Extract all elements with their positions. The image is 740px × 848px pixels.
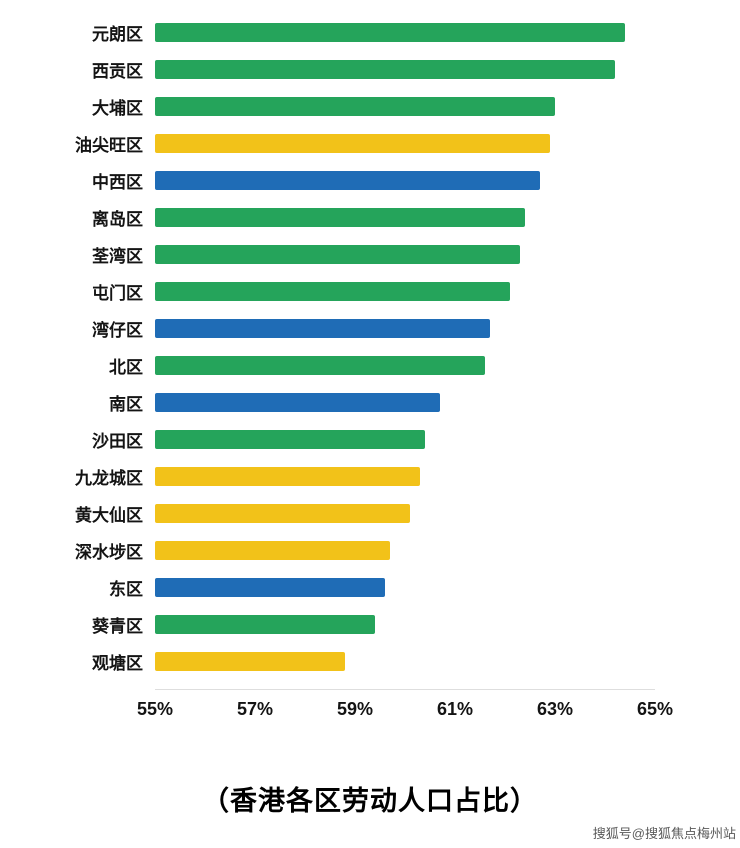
bar <box>155 578 385 597</box>
category-label: 九龙城区 <box>75 469 143 488</box>
x-tick-label: 57% <box>236 699 274 719</box>
x-tick-label: 59% <box>336 699 374 719</box>
bar-track <box>155 430 655 449</box>
category-label: 观塘区 <box>92 654 143 673</box>
chart-row: 屯门区 <box>0 273 740 310</box>
bar-track <box>155 615 655 634</box>
chart-title: （香港各区劳动人口占比） <box>202 786 538 816</box>
chart-row: 葵青区 <box>0 606 740 643</box>
bar <box>155 245 520 264</box>
category-label: 元朗区 <box>92 25 143 44</box>
x-tick-label: 63% <box>536 699 574 719</box>
bar-track <box>155 245 655 264</box>
bar <box>155 23 625 42</box>
chart-row: 观塘区 <box>0 643 740 680</box>
x-tick-label: 65% <box>636 699 674 719</box>
chart-row: 九龙城区 <box>0 458 740 495</box>
bar <box>155 134 550 153</box>
category-label: 屯门区 <box>92 284 143 303</box>
category-label: 南区 <box>109 395 143 414</box>
chart-row: 荃湾区 <box>0 236 740 273</box>
category-label: 东区 <box>109 580 143 599</box>
x-tick-label: 55% <box>136 699 174 719</box>
chart-row: 西贡区 <box>0 51 740 88</box>
watermark: 搜狐号@搜狐焦点梅州站 <box>592 826 736 841</box>
category-label: 深水埗区 <box>75 543 143 562</box>
chart-row: 元朗区 <box>0 14 740 51</box>
bar <box>155 171 540 190</box>
bar-track <box>155 578 655 597</box>
bar <box>155 60 615 79</box>
bar <box>155 652 345 671</box>
category-label: 湾仔区 <box>92 321 143 340</box>
bar <box>155 208 525 227</box>
bar <box>155 97 555 116</box>
bar <box>155 615 375 634</box>
chart-row: 东区 <box>0 569 740 606</box>
category-label: 沙田区 <box>92 432 143 451</box>
bar <box>155 319 490 338</box>
bar-chart: 元朗区西贡区大埔区油尖旺区中西区离岛区荃湾区屯门区湾仔区北区南区沙田区九龙城区黄… <box>0 14 740 729</box>
bar <box>155 467 420 486</box>
category-label: 荃湾区 <box>92 247 143 266</box>
chart-row: 湾仔区 <box>0 310 740 347</box>
bar <box>155 541 390 560</box>
x-axis: 55% 57% 59% 61% 63% 65% <box>137 689 673 729</box>
category-label: 油尖旺区 <box>75 136 143 155</box>
chart-rows: 元朗区西贡区大埔区油尖旺区中西区离岛区荃湾区屯门区湾仔区北区南区沙田区九龙城区黄… <box>0 14 740 680</box>
chart-row: 大埔区 <box>0 88 740 125</box>
bar-track <box>155 652 655 671</box>
chart-row: 南区 <box>0 384 740 421</box>
bar <box>155 356 485 375</box>
category-label: 离岛区 <box>92 210 143 229</box>
bar-track <box>155 541 655 560</box>
chart-row: 深水埗区 <box>0 532 740 569</box>
chart-row: 黄大仙区 <box>0 495 740 532</box>
bar-track <box>155 97 655 116</box>
bar-track <box>155 467 655 486</box>
category-label: 葵青区 <box>92 617 143 636</box>
bar-track <box>155 282 655 301</box>
bar-track <box>155 393 655 412</box>
bar-track <box>155 60 655 79</box>
bar-track <box>155 171 655 190</box>
chart-row: 沙田区 <box>0 421 740 458</box>
bar-track <box>155 319 655 338</box>
category-label: 大埔区 <box>92 99 143 118</box>
chart-row: 油尖旺区 <box>0 125 740 162</box>
bar-track <box>155 23 655 42</box>
bar <box>155 282 510 301</box>
bar-track <box>155 208 655 227</box>
chart-row: 中西区 <box>0 162 740 199</box>
x-tick-label: 61% <box>436 699 474 719</box>
chart-row: 北区 <box>0 347 740 384</box>
bar-track <box>155 134 655 153</box>
bar <box>155 430 425 449</box>
bar-track <box>155 504 655 523</box>
bar <box>155 504 410 523</box>
category-label: 中西区 <box>92 173 143 192</box>
bar-track <box>155 356 655 375</box>
bar <box>155 393 440 412</box>
chart-row: 离岛区 <box>0 199 740 236</box>
category-label: 西贡区 <box>92 62 143 81</box>
category-label: 北区 <box>109 358 143 377</box>
category-label: 黄大仙区 <box>75 506 143 525</box>
